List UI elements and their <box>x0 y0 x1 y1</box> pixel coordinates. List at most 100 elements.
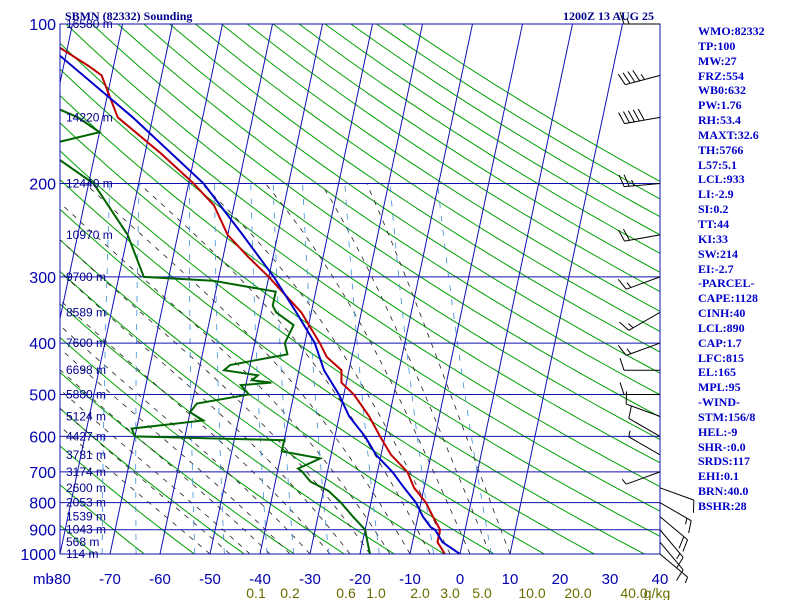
dry-adiabat <box>60 303 396 554</box>
wind-barb-half <box>684 576 689 584</box>
wind-barb <box>659 541 684 571</box>
wind-barb-half <box>626 348 632 355</box>
height-label: 568 m <box>66 535 99 549</box>
dry-adiabat <box>91 24 660 418</box>
index-item: SHR-:0.0 <box>698 439 746 454</box>
pressure-label: 300 <box>29 270 56 287</box>
wind-barb <box>659 529 684 558</box>
wind-barb <box>625 74 661 86</box>
isotherm <box>109 24 224 554</box>
temperature-label: -50 <box>199 571 221 588</box>
wind-barb <box>659 553 688 578</box>
isotherm <box>359 24 474 554</box>
wind-barb <box>659 516 688 541</box>
index-item: SI:0.2 <box>698 202 729 217</box>
dry-adiabat <box>246 24 660 293</box>
mixing-ratio-line <box>302 183 329 554</box>
wind-barb-flag <box>619 11 625 25</box>
dry-adiabat <box>60 68 660 488</box>
index-item: EL:165 <box>698 365 737 380</box>
index-item: EI:-2.7 <box>698 261 734 276</box>
index-item: SRDS:117 <box>698 454 751 469</box>
pressure-label: 100 <box>29 17 56 34</box>
dry-adiabat <box>194 24 660 333</box>
height-label: 8589 m <box>66 305 106 319</box>
height-label: 7600 m <box>66 336 106 350</box>
temperature-label: 20 <box>552 571 569 588</box>
isotherm <box>209 24 324 554</box>
mixing-ratio-label: 5.0 <box>472 585 492 600</box>
height-label: 12440 m <box>66 177 113 191</box>
moist-adiabat <box>366 183 511 554</box>
wind-barb-half <box>628 323 634 329</box>
mixing-ratio-label: 10.0 <box>518 585 545 600</box>
index-item: FRZ:554 <box>698 68 744 83</box>
wind-barb-flag <box>617 345 627 356</box>
height-label: 4427 m <box>66 429 106 443</box>
wind-barb-flag <box>619 358 625 371</box>
wind-barb-half <box>631 179 635 187</box>
height-label: 2600 m <box>66 481 106 495</box>
temperature-label: 40 <box>652 571 669 588</box>
wind-barb-flag <box>618 229 625 242</box>
pressure-label: 400 <box>29 336 56 353</box>
index-item: MAXT:32.6 <box>698 127 759 142</box>
height-label: 1539 m <box>66 510 106 524</box>
index-item: EHI:0.1 <box>698 469 740 484</box>
dry-adiabat <box>272 24 660 273</box>
index-item: -WIND- <box>698 395 740 410</box>
wind-barb-flag <box>637 108 645 121</box>
wind-barb-half <box>640 73 645 80</box>
height-label: 10970 m <box>66 228 113 242</box>
dry-adiabat <box>65 24 660 441</box>
station-title: SBMN (82332) Sounding <box>65 9 192 23</box>
dry-adiabat <box>60 239 496 554</box>
index-item: WB0:632 <box>698 83 746 98</box>
wind-barb-flag <box>619 321 630 331</box>
mixing-ratio-label: 0.1 <box>246 585 266 600</box>
isotherm <box>159 24 274 554</box>
wind-barb-half <box>676 553 681 560</box>
index-item: L57:5.1 <box>698 157 737 172</box>
isotherm <box>459 24 574 554</box>
profile-layer <box>60 46 461 554</box>
wind-barb-flag <box>627 71 636 83</box>
dry-adiabat <box>60 371 296 554</box>
dry-adiabat <box>60 94 660 512</box>
isotherm <box>60 24 124 321</box>
isotherm <box>259 24 374 554</box>
wind-barb-half <box>685 518 688 525</box>
wind-barb-flag <box>617 278 627 290</box>
plot-frame <box>59 23 661 555</box>
wind-barb-flag <box>623 111 630 123</box>
index-item: LFC:815 <box>698 350 744 365</box>
wind-barb-flag <box>627 110 635 123</box>
mixing-ratio-line <box>389 183 434 554</box>
dry-adiabat <box>60 484 146 554</box>
index-item: TP:100 <box>698 38 736 53</box>
dry-adiabat <box>60 150 646 554</box>
height-label: 2053 m <box>66 496 106 510</box>
mixing-ratio-label: 40.0 <box>620 585 647 600</box>
height-label: 3781 m <box>66 448 106 462</box>
moist-adiabat <box>320 183 491 554</box>
parcel-line <box>60 54 461 554</box>
wind-barb <box>628 436 661 456</box>
index-item: CINH:40 <box>698 306 746 321</box>
index-item: MW:27 <box>698 53 737 68</box>
pressure-label: 600 <box>29 429 56 446</box>
wind-barb-half <box>621 478 627 485</box>
pressure-label: 200 <box>29 177 56 194</box>
height-label: 14220 m <box>66 110 113 124</box>
pressure-label: 500 <box>29 387 56 404</box>
wind-barb-flag <box>623 228 630 241</box>
height-label: 3174 m <box>66 465 106 479</box>
mixing-ratio-label: 2.0 <box>410 585 430 600</box>
moist-adiabat <box>60 239 371 554</box>
index-item: -PARCEL- <box>698 276 755 291</box>
dry-adiabat <box>60 42 660 464</box>
wind-barb <box>628 311 661 331</box>
wind-barb-flag <box>619 382 625 395</box>
index-item: BSHR:28 <box>698 499 747 513</box>
mixing-ratio-label: 3.0 <box>440 585 460 600</box>
